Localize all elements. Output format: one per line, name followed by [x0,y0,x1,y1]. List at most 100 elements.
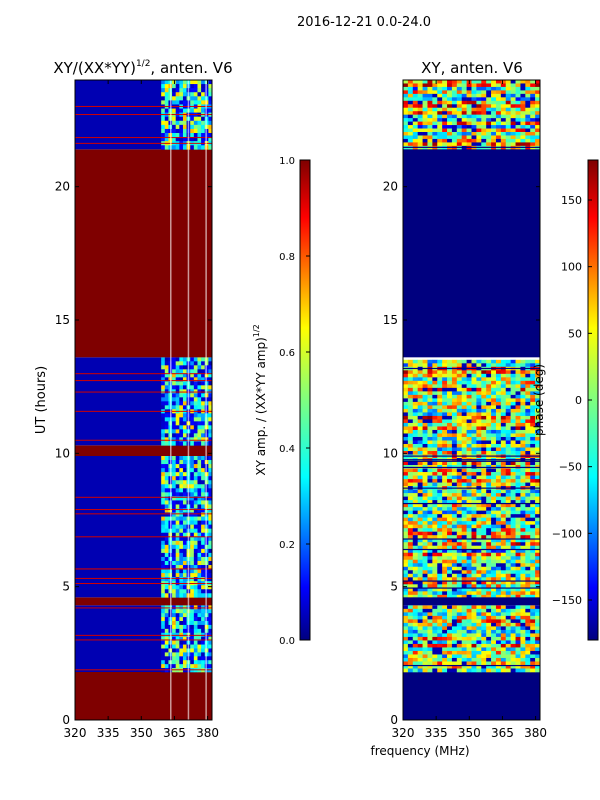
right-cell [525,521,531,525]
right-cell [403,373,409,378]
right-cell [407,104,414,109]
right-cell [486,128,492,133]
right-cell [495,643,502,648]
right-cell [442,587,448,592]
left-cell [197,365,202,370]
right-cell [491,657,497,662]
right-cell [442,436,448,441]
left-cell [164,540,169,546]
right-cell [412,114,418,119]
right-cell [500,622,507,627]
right-cell [535,531,541,536]
right-cell [461,573,467,578]
right-cell [500,398,507,403]
right-cell [491,377,497,382]
right-xtick-label: 380 [524,726,547,740]
left-cell [182,492,187,497]
right-cell [427,493,433,497]
right-cell [447,587,453,592]
right-cell [422,615,428,620]
left-cell [208,437,213,442]
right-cell [456,577,463,582]
right-cell [515,373,521,378]
right-cell [535,514,541,518]
right-cell [510,650,516,655]
right-cell [535,142,541,147]
right-cell [442,138,448,143]
right-cell [495,542,502,547]
left-cell [197,429,202,434]
right-cell [442,563,448,568]
right-cell [447,661,453,666]
right-cell [412,591,418,596]
right-cell [471,612,477,617]
left-cell [190,381,195,386]
right-cell [437,517,443,522]
left-cell [190,560,195,566]
right-cell [407,443,414,448]
right-cell [417,594,423,599]
left-cell [179,385,184,390]
right-cell [461,125,467,129]
left-cell [175,413,180,418]
right-cell [525,633,531,638]
right-cell [422,461,428,466]
left-cell [190,644,195,649]
left-cell [182,108,187,113]
right-cell [530,408,536,413]
right-cell [437,447,443,452]
right-cell [407,566,414,571]
right-cell [515,517,521,522]
right-cell [510,380,516,385]
left-cell [201,425,206,430]
right-cell [451,100,458,105]
right-cell [535,118,541,122]
right-cell [456,489,463,494]
right-cell [495,587,502,592]
right-cell [481,531,487,536]
left-cell [179,361,184,366]
right-cell [432,612,438,617]
right-cell [486,387,492,392]
left-cell [161,145,166,150]
right-cell [422,436,428,441]
right-cell [491,556,497,561]
right-cell [481,542,487,547]
right-cell [535,542,541,547]
right-panel-title: XY, anten. V6 [421,59,523,77]
right-cell [481,107,487,112]
right-cell [442,384,448,389]
left-cell [161,500,166,505]
right-cell [510,528,516,532]
right-cell [437,472,443,476]
left-cell [175,560,180,566]
left-cell [179,496,184,501]
left-cell [164,389,169,394]
right-cell [510,135,516,140]
right-ytick-label: 15 [383,313,398,327]
right-cell [520,387,526,392]
left-cell [193,84,198,89]
right-cell [491,594,497,599]
right-cell [515,380,521,385]
right-cell [456,415,463,420]
right-cell [505,521,511,525]
right-cell [486,135,492,140]
right-cell [491,429,497,434]
left-cell [175,373,180,378]
right-cell [471,412,477,417]
right-cell [515,90,521,95]
right-cell [530,615,536,620]
right-cell [500,121,507,126]
right-cell [461,97,467,102]
right-cell [481,584,487,589]
left-cell [190,496,195,501]
right-cell [427,90,433,95]
left-cell [182,484,187,489]
right-cell [437,370,443,375]
right-cell [407,121,414,126]
right-cell [471,510,477,515]
left-cell [179,589,184,594]
right-cell [451,500,458,504]
